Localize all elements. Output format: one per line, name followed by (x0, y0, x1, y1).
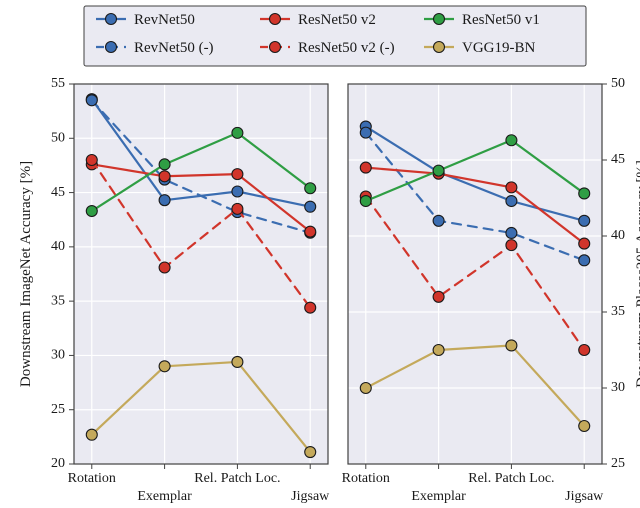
svg-text:VGG19-BN: VGG19-BN (462, 40, 535, 56)
svg-text:45: 45 (51, 185, 65, 200)
svg-text:20: 20 (51, 456, 65, 471)
svg-text:ResNet50 v2 (-): ResNet50 v2 (-) (298, 40, 395, 56)
svg-text:50: 50 (611, 76, 625, 91)
svg-text:45: 45 (611, 152, 625, 167)
svg-text:Downstream ImageNet Accuracy [: Downstream ImageNet Accuracy [%] (18, 161, 34, 387)
svg-text:40: 40 (51, 239, 65, 254)
svg-text:Rel. Patch Loc.: Rel. Patch Loc. (468, 471, 554, 486)
svg-text:ResNet50 v1: ResNet50 v1 (462, 12, 540, 28)
svg-text:Jigsaw: Jigsaw (291, 489, 330, 504)
svg-text:RevNet50 (-): RevNet50 (-) (134, 40, 214, 56)
svg-text:55: 55 (51, 76, 65, 91)
svg-text:Exemplar: Exemplar (137, 489, 192, 504)
svg-text:Downstream Places205 Accuracy: Downstream Places205 Accuracy [%] (634, 160, 640, 388)
svg-text:Rotation: Rotation (342, 471, 390, 486)
svg-text:Rotation: Rotation (68, 471, 116, 486)
svg-text:25: 25 (51, 402, 65, 417)
svg-text:25: 25 (611, 456, 625, 471)
svg-text:35: 35 (611, 304, 625, 319)
svg-text:Jigsaw: Jigsaw (565, 489, 604, 504)
svg-text:40: 40 (611, 228, 625, 243)
svg-text:50: 50 (51, 131, 65, 146)
svg-text:Exemplar: Exemplar (411, 489, 466, 504)
svg-text:Rel. Patch Loc.: Rel. Patch Loc. (194, 471, 280, 486)
svg-text:RevNet50: RevNet50 (134, 12, 195, 28)
svg-text:35: 35 (51, 293, 65, 308)
chart-root: 2025303540455055RotationExemplarRel. Pat… (0, 0, 640, 508)
svg-text:30: 30 (51, 348, 65, 363)
svg-text:ResNet50 v2: ResNet50 v2 (298, 12, 376, 28)
svg-text:30: 30 (611, 380, 625, 395)
